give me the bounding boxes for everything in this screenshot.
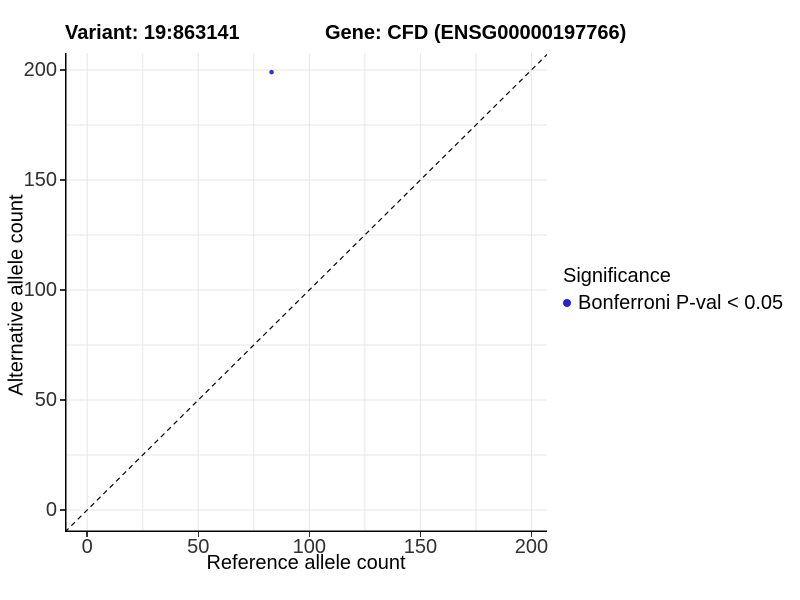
x-tick-mark bbox=[419, 532, 422, 537]
legend-point-icon bbox=[563, 299, 571, 307]
data-point bbox=[269, 69, 274, 75]
y-tick-label: 150 bbox=[23, 168, 57, 191]
x-tick-mark bbox=[308, 532, 311, 537]
identity-line bbox=[65, 54, 547, 532]
plot-canvas bbox=[65, 53, 547, 532]
x-tick-mark bbox=[530, 532, 533, 537]
legend-item: Bonferroni P-val < 0.05 bbox=[563, 291, 783, 315]
variant-title: Variant: 19:863141 bbox=[65, 22, 240, 44]
plot-panel bbox=[65, 53, 547, 532]
x-tick-mark bbox=[86, 532, 88, 537]
legend: Significance Bonferroni P-val < 0.05 bbox=[563, 264, 783, 315]
y-tick-label: 200 bbox=[23, 58, 57, 81]
y-tick-label: 0 bbox=[45, 498, 57, 521]
legend-item-label: Bonferroni P-val < 0.05 bbox=[578, 292, 784, 314]
y-axis-title: Alternative allele count bbox=[5, 194, 28, 396]
legend-title: Significance bbox=[563, 265, 671, 287]
x-tick-mark bbox=[197, 532, 200, 537]
gene-title: Gene: CFD (ENSG00000197766) bbox=[325, 22, 627, 44]
x-axis-title: Reference allele count bbox=[206, 552, 406, 574]
